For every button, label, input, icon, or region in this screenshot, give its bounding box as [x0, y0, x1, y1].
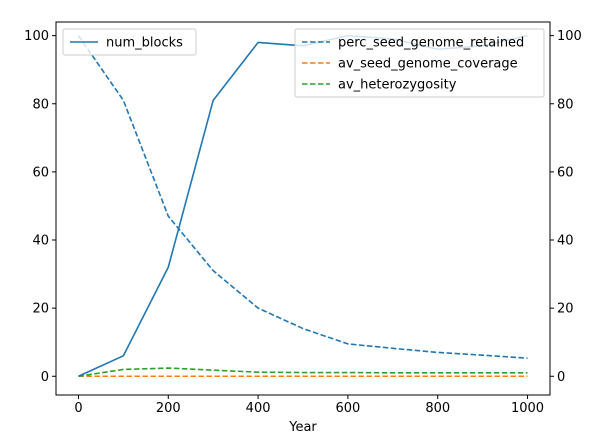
legend-box — [294, 28, 545, 98]
x-tick-label: 1000 — [511, 401, 544, 416]
legend-label: num_blocks — [106, 36, 183, 51]
legend-right: perc_seed_genome_retained av_seed_genome_… — [294, 28, 545, 98]
y-right-tick-label: 80 — [557, 97, 574, 112]
y-left-tick-label: 60 — [32, 165, 49, 180]
plot-frame — [55, 21, 551, 396]
y-right-tick-label: 40 — [557, 234, 574, 249]
x-axis-label: Year — [288, 420, 317, 435]
x-tick-label: 400 — [246, 401, 271, 416]
legend-box — [62, 28, 197, 56]
y-left-tick-label: 20 — [32, 302, 49, 317]
x-tick-label: 600 — [335, 401, 360, 416]
x-tick-label: 200 — [156, 401, 181, 416]
y-right-tick-label: 0 — [557, 370, 565, 385]
y-axis-left: 0 20 40 60 80 100 — [24, 29, 56, 385]
legend-label: av_seed_genome_coverage — [338, 57, 518, 72]
y-right-tick-label: 60 — [557, 165, 574, 180]
y-left-tick-label: 80 — [32, 97, 49, 112]
y-left-tick-label: 100 — [24, 29, 49, 44]
legend-label: av_heterozygosity — [338, 78, 457, 93]
series-line-perc-seed-genome-retained — [77, 35, 528, 360]
x-axis: 0 200 400 600 800 1000 — [74, 395, 544, 416]
legend-label: perc_seed_genome_retained — [338, 36, 524, 51]
series-line-av-heterozygosity — [78, 367, 528, 378]
y-left-tick-label: 0 — [41, 370, 49, 385]
y-right-tick-label: 20 — [557, 302, 574, 317]
x-tick-label: 0 — [74, 401, 82, 416]
x-tick-label: 800 — [425, 401, 450, 416]
y-axis-right: 0 20 40 60 80 100 — [550, 29, 582, 385]
y-left-tick-label: 40 — [32, 234, 49, 249]
legend-left: num_blocks — [62, 28, 197, 56]
y-right-tick-label: 100 — [557, 29, 582, 44]
